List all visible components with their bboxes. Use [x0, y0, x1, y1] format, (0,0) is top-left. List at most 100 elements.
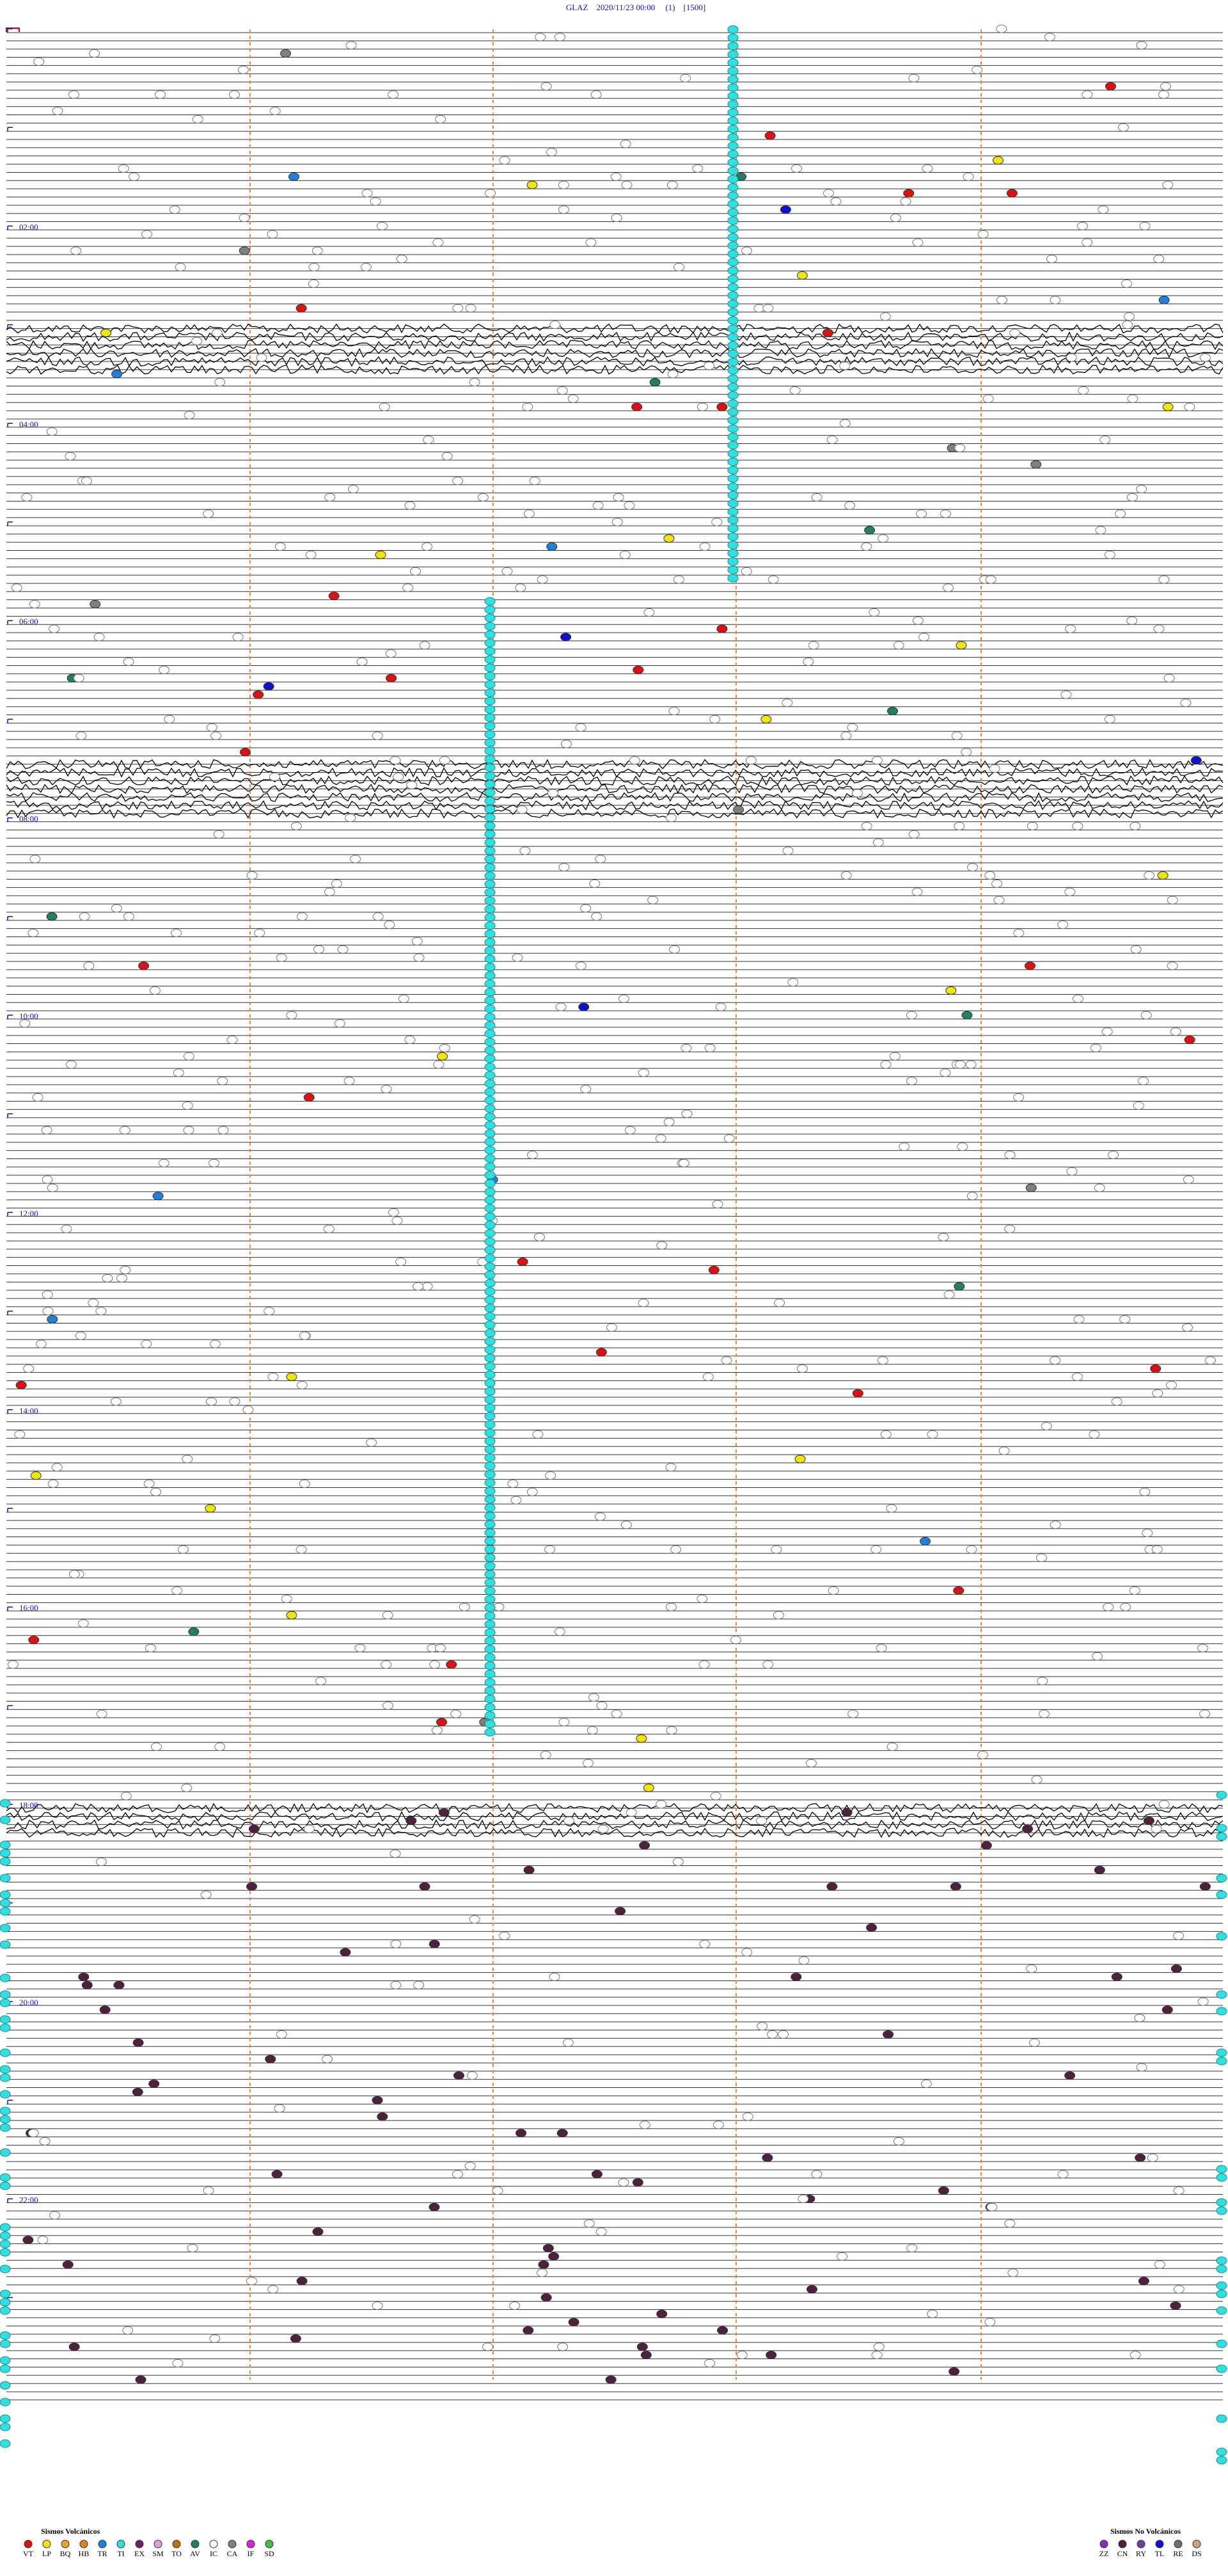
event-marker: [484, 730, 496, 739]
seismic-trace: [6, 1803, 1224, 1813]
event-marker: [756, 1816, 767, 1825]
event-marker: [1143, 1816, 1154, 1825]
event-marker: [413, 1980, 425, 1989]
event-marker: [1127, 394, 1138, 403]
event-marker: [727, 125, 739, 134]
event-marker: [665, 1463, 677, 1472]
event-marker: [386, 674, 397, 683]
event-marker: [406, 780, 418, 789]
event-marker: [611, 518, 623, 526]
event-marker: [484, 1038, 496, 1047]
event-marker: [595, 1348, 607, 1357]
event-marker: [663, 1118, 675, 1126]
event-marker: [256, 353, 267, 362]
event-marker: [484, 1603, 496, 1612]
event-marker: [1120, 1602, 1131, 1611]
event-marker: [1180, 699, 1192, 707]
event-marker: [390, 1849, 401, 1858]
event-marker: [864, 526, 876, 535]
legend-code: VT: [23, 2549, 34, 2558]
event-marker: [540, 1751, 551, 1759]
event-marker: [0, 2439, 11, 2448]
event-marker: [727, 225, 739, 233]
event-marker: [484, 605, 496, 614]
event-marker: [484, 1146, 496, 1155]
event-marker: [484, 954, 496, 963]
event-marker: [1147, 2153, 1158, 2162]
event-marker: [811, 493, 823, 502]
event-marker: [555, 1002, 567, 1011]
event-marker: [727, 549, 739, 558]
event-marker: [585, 238, 597, 247]
event-marker: [484, 1437, 496, 1446]
event-marker: [787, 978, 799, 987]
event-marker: [123, 912, 134, 921]
event-marker: [226, 1036, 238, 1045]
event-marker: [308, 263, 320, 272]
legend-code: AV: [190, 2549, 200, 2558]
event-marker: [295, 304, 307, 313]
event-marker: [501, 567, 513, 576]
event-marker: [484, 663, 496, 672]
event-marker: [46, 427, 58, 436]
event-marker: [158, 1158, 169, 1167]
event-marker: [727, 366, 739, 375]
event-marker: [484, 1312, 496, 1321]
event-marker: [132, 2038, 144, 2047]
event-marker: [727, 466, 739, 475]
event-marker: [484, 805, 496, 814]
event-marker: [711, 518, 723, 526]
event-marker: [313, 945, 325, 954]
event-marker: [28, 2129, 39, 2138]
event-marker: [239, 214, 250, 223]
event-marker: [484, 1295, 496, 1304]
event-marker: [610, 172, 622, 181]
event-marker: [967, 863, 978, 872]
event-marker: [484, 1237, 496, 1246]
event-marker: [727, 516, 739, 525]
event-marker: [484, 1104, 496, 1113]
event-marker: [484, 1379, 496, 1387]
event-marker: [187, 2244, 198, 2252]
event-marker: [484, 755, 496, 764]
event-marker: [1216, 1874, 1227, 1883]
event-marker: [253, 690, 264, 699]
event-marker: [656, 1241, 668, 1250]
event-marker: [356, 657, 368, 666]
event-marker: [1065, 624, 1076, 633]
event-marker: [733, 805, 744, 814]
event-marker: [209, 2334, 221, 2343]
event-marker: [381, 1085, 392, 1094]
event-marker: [263, 682, 274, 691]
event-marker: [1216, 1824, 1227, 1833]
seismic-trace: [6, 800, 1224, 810]
event-marker: [727, 383, 739, 391]
event-marker: [595, 855, 606, 864]
event-marker: [484, 796, 496, 805]
event-marker: [93, 633, 105, 642]
event-marker: [385, 649, 397, 658]
event-marker: [296, 912, 308, 921]
event-marker: [1129, 1586, 1140, 1595]
event-marker: [90, 600, 101, 608]
event-marker: [484, 688, 496, 697]
event-marker: [484, 1154, 496, 1163]
event-marker: [390, 756, 401, 765]
event-marker: [1044, 33, 1055, 42]
event-marker: [265, 2055, 276, 2064]
event-marker: [526, 1150, 538, 1159]
event-marker: [1094, 1865, 1105, 1874]
event-marker: [484, 963, 496, 972]
event-marker: [774, 1299, 785, 1308]
event-marker: [632, 2178, 643, 2187]
event-marker: [957, 1142, 968, 1151]
event-marker: [866, 1923, 878, 1932]
event-marker: [1105, 82, 1116, 91]
event-marker: [217, 1077, 228, 1086]
event-marker: [950, 1882, 961, 1891]
event-marker: [984, 871, 996, 880]
event-marker: [692, 164, 704, 173]
event-marker: [246, 2277, 257, 2286]
event-marker: [782, 699, 793, 707]
event-marker: [908, 74, 920, 83]
